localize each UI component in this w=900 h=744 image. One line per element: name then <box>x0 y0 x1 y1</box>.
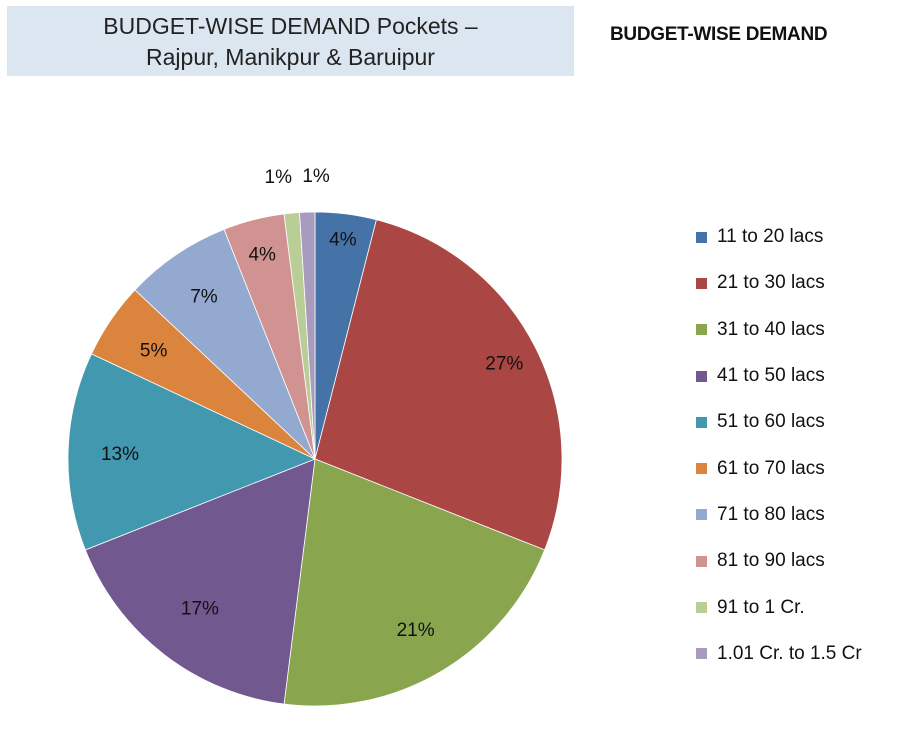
legend-item-8: 81 to 90 lacs <box>696 538 896 584</box>
slice-data-label-5: 13% <box>101 444 139 465</box>
slice-data-label-1: 4% <box>329 229 357 250</box>
legend-item-6: 61 to 70 lacs <box>696 445 896 491</box>
legend-label: 51 to 60 lacs <box>717 411 825 433</box>
slice-data-label-3: 21% <box>397 620 435 641</box>
legend-swatch <box>696 370 707 382</box>
slice-data-label-10: 1% <box>302 166 330 187</box>
legend-swatch <box>696 602 707 614</box>
legend-label: 11 to 20 lacs <box>717 226 824 248</box>
legend-item-1: 11 to 20 lacs <box>696 214 896 260</box>
pie-slice-10 <box>299 211 316 460</box>
slice-data-label-4: 17% <box>181 598 219 619</box>
pie-slice-5 <box>67 353 317 551</box>
pie-slice-3 <box>283 458 546 707</box>
legend-item-10: 1.01 Cr. to 1.5 Cr <box>696 631 896 677</box>
legend-swatch <box>696 509 707 521</box>
chart-legend: 11 to 20 lacs 21 to 30 lacs 31 to 40 lacs 4… <box>696 214 896 677</box>
legend-swatch <box>696 648 707 660</box>
legend-item-2: 21 to 30 lacs <box>696 260 896 306</box>
chart-title-line2: Rajpur, Manikpur & Baruipur <box>146 44 435 70</box>
legend-swatch <box>696 324 707 336</box>
legend-item-9: 91 to 1 Cr. <box>696 584 896 630</box>
legend-label: 71 to 80 lacs <box>717 503 825 525</box>
legend-label: 81 to 90 lacs <box>717 550 825 572</box>
pie-slice-2 <box>314 219 563 551</box>
slice-data-label-7: 7% <box>190 287 218 308</box>
legend-label: 61 to 70 lacs <box>717 457 825 479</box>
legend-swatch <box>696 463 707 475</box>
legend-label: 41 to 50 lacs <box>717 365 825 387</box>
legend-swatch <box>696 231 707 243</box>
legend-item-7: 71 to 80 lacs <box>696 492 896 538</box>
pie-slice-7 <box>134 228 316 460</box>
slice-data-label-2: 27% <box>485 354 523 375</box>
chart-title-box: BUDGET-WISE DEMAND Pockets – Rajpur, Man… <box>7 6 574 76</box>
legend-swatch <box>696 277 707 289</box>
legend-label: 21 to 30 lacs <box>717 272 825 294</box>
slice-data-label-6: 5% <box>140 340 168 361</box>
legend-label: 1.01 Cr. to 1.5 Cr <box>717 642 862 664</box>
legend-label: 91 to 1 Cr. <box>717 596 805 618</box>
slice-data-label-9: 1% <box>265 167 293 188</box>
chart-heading: BUDGET-WISE DEMAND <box>610 24 828 45</box>
slice-data-label-8: 4% <box>248 244 276 265</box>
legend-item-3: 31 to 40 lacs <box>696 307 896 353</box>
legend-swatch <box>696 555 707 567</box>
legend-item-5: 51 to 60 lacs <box>696 399 896 445</box>
legend-label: 31 to 40 lacs <box>717 318 825 340</box>
legend-swatch <box>696 416 707 428</box>
legend-item-4: 41 to 50 lacs <box>696 353 896 399</box>
pie-slice-4 <box>84 458 316 705</box>
chart-title-line1: BUDGET-WISE DEMAND Pockets – <box>103 13 478 39</box>
